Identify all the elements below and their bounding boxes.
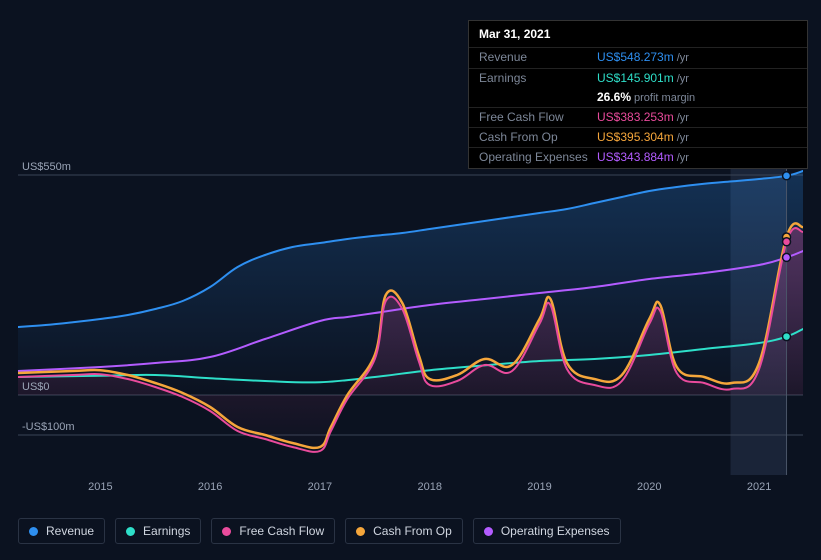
chart-plot[interactable] — [18, 155, 803, 475]
tooltip-value: US$395.304m — [597, 130, 674, 144]
tooltip-unit: /yr — [677, 73, 689, 86]
tooltip-percent: 26.6% — [597, 90, 631, 104]
tooltip-row: Free Cash FlowUS$383.253m/yr — [469, 107, 807, 127]
tooltip-label: Cash From Op — [479, 130, 597, 144]
xaxis-label: 2019 — [527, 481, 551, 493]
tooltip-row-sub: 26.6% profit margin — [469, 88, 807, 107]
tooltip-value: US$343.884m — [597, 150, 674, 164]
legend-swatch — [222, 527, 231, 536]
cursor-marker-revenue — [783, 172, 791, 180]
legend-swatch — [29, 527, 38, 536]
tooltip-unit: /yr — [677, 132, 689, 145]
tooltip-label: Operating Expenses — [479, 150, 597, 164]
tooltip-value: US$145.901m — [597, 71, 674, 85]
tooltip-row: EarningsUS$145.901m/yr — [469, 68, 807, 88]
tooltip-value: US$548.273m — [597, 50, 674, 64]
legend-swatch — [356, 527, 365, 536]
legend-item-earnings[interactable]: Earnings — [115, 518, 201, 544]
cursor-marker-earnings — [783, 333, 791, 341]
legend-swatch — [126, 527, 135, 536]
tooltip-row: Operating ExpensesUS$343.884m/yr — [469, 147, 807, 167]
yaxis-label: -US$100m — [22, 421, 75, 433]
xaxis-label: 2021 — [747, 481, 771, 493]
cursor-marker-free_cash_flow — [783, 238, 791, 246]
legend-label: Revenue — [46, 524, 94, 538]
xaxis-label: 2017 — [308, 481, 332, 493]
legend-label: Free Cash Flow — [239, 524, 324, 538]
legend-item-revenue[interactable]: Revenue — [18, 518, 105, 544]
tooltip-label: Free Cash Flow — [479, 110, 597, 124]
yaxis-label: US$0 — [22, 381, 50, 393]
tooltip-row: Cash From OpUS$395.304m/yr — [469, 127, 807, 147]
tooltip-row: RevenueUS$548.273m/yr — [469, 47, 807, 67]
tooltip-unit: /yr — [677, 112, 689, 125]
legend-label: Cash From Op — [373, 524, 452, 538]
yaxis-label: US$550m — [22, 161, 71, 173]
tooltip-label: Revenue — [479, 50, 597, 64]
chart-svg — [18, 155, 803, 475]
legend-label: Operating Expenses — [501, 524, 610, 538]
tooltip-note: profit margin — [634, 92, 695, 105]
tooltip-unit: /yr — [677, 52, 689, 65]
xaxis-label: 2015 — [88, 481, 112, 493]
xaxis-label: 2020 — [637, 481, 661, 493]
tooltip-date: Mar 31, 2021 — [469, 21, 807, 47]
legend-swatch — [484, 527, 493, 536]
legend-item-free_cash_flow[interactable]: Free Cash Flow — [211, 518, 335, 544]
tooltip-label: Earnings — [479, 71, 597, 85]
tooltip-unit: /yr — [677, 152, 689, 165]
hover-tooltip: Mar 31, 2021 RevenueUS$548.273m/yrEarnin… — [468, 20, 808, 169]
legend: Revenue Earnings Free Cash Flow Cash From O… — [18, 518, 621, 544]
cursor-marker-operating_expenses — [783, 253, 791, 261]
legend-item-operating_expenses[interactable]: Operating Expenses — [473, 518, 621, 544]
tooltip-value: US$383.253m — [597, 110, 674, 124]
legend-item-cash_from_op[interactable]: Cash From Op — [345, 518, 463, 544]
legend-label: Earnings — [143, 524, 190, 538]
xaxis-label: 2018 — [417, 481, 441, 493]
xaxis-label: 2016 — [198, 481, 222, 493]
